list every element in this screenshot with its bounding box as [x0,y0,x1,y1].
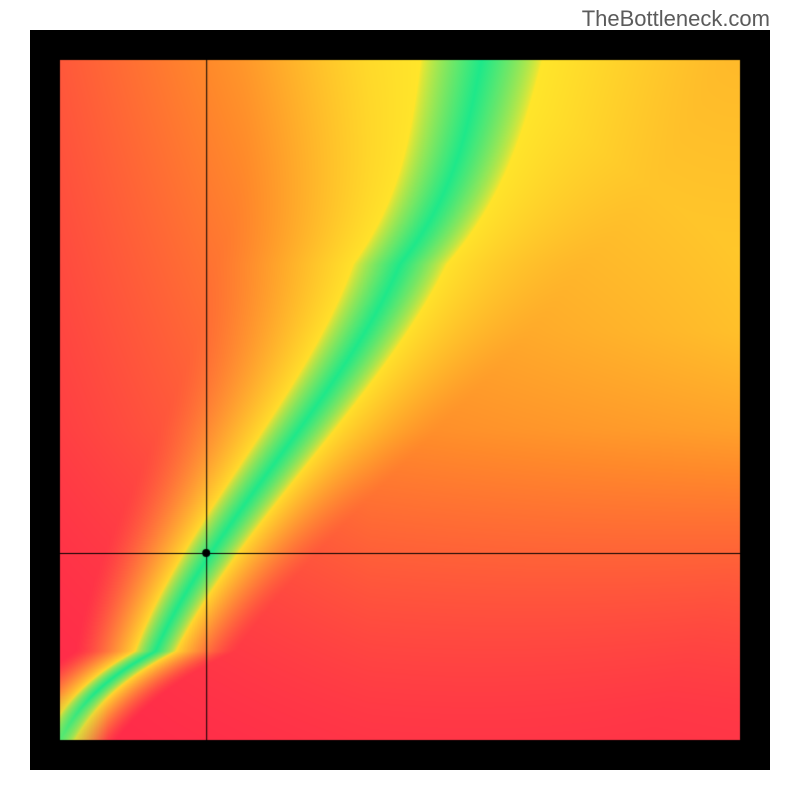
plot-frame [30,30,770,770]
root: TheBottleneck.com [0,0,800,800]
watermark-text: TheBottleneck.com [582,6,770,32]
heatmap-canvas [30,30,770,770]
